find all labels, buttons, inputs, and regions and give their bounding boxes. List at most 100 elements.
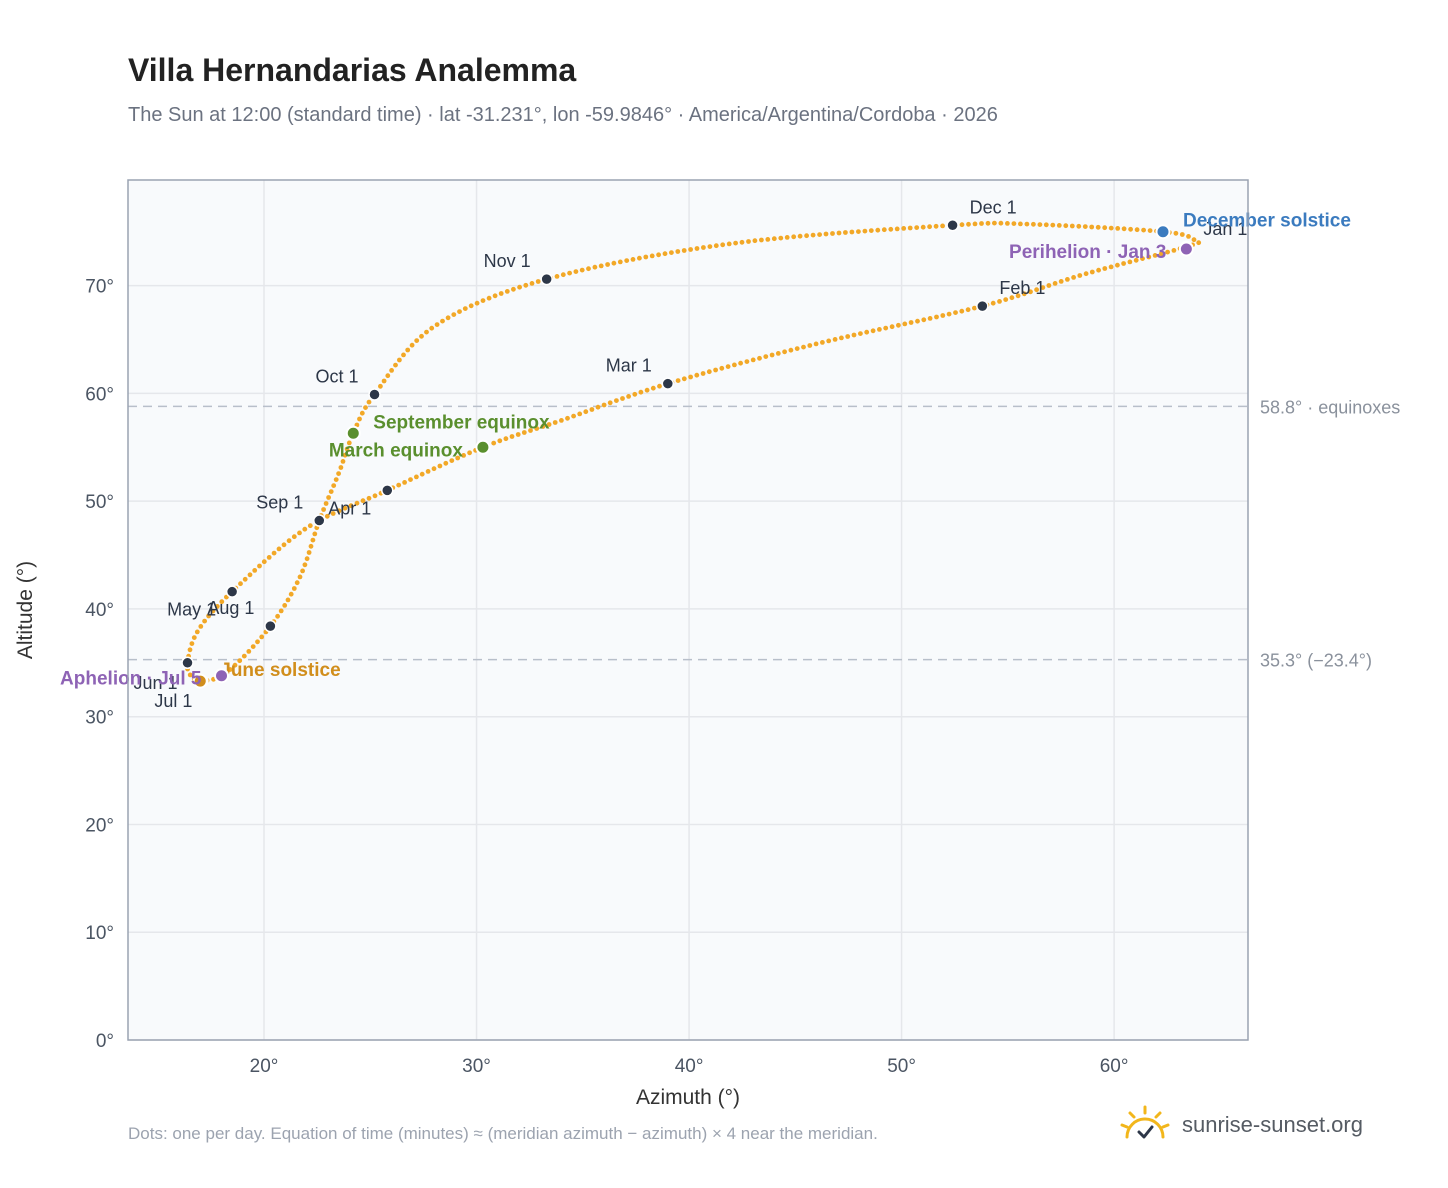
- brand-link[interactable]: sunrise-sunset.org: [1118, 1100, 1363, 1150]
- daily-sun-dot: [552, 420, 558, 425]
- daily-sun-dot: [449, 458, 455, 463]
- daily-sun-dot: [1011, 221, 1017, 227]
- daily-sun-dot: [688, 374, 693, 380]
- daily-sun-dot: [752, 238, 758, 244]
- month-marker: [381, 484, 394, 497]
- daily-sun-dot: [202, 618, 208, 624]
- daily-sun-dot: [291, 534, 297, 540]
- daily-sun-dot: [927, 224, 932, 230]
- daily-sun-dot: [275, 613, 280, 619]
- daily-sun-dot: [605, 262, 610, 267]
- daily-sun-dot: [858, 331, 863, 336]
- daily-sun-dot: [328, 489, 334, 494]
- daily-sun-dot: [601, 402, 607, 408]
- daily-sun-dot: [817, 232, 822, 238]
- daily-sun-dot: [979, 221, 984, 226]
- daily-sun-dot: [1146, 254, 1152, 260]
- daily-sun-dot: [746, 239, 751, 244]
- daily-sun-dot: [363, 405, 368, 410]
- daily-sun-dot: [252, 568, 258, 573]
- event-markers: March equinox September equinox December s…: [60, 211, 1351, 690]
- daily-sun-dot: [1052, 281, 1058, 286]
- daily-sun-dot: [725, 364, 731, 369]
- daily-sun-dot: [657, 383, 662, 389]
- daily-sun-dot: [324, 513, 330, 519]
- event-marker: [192, 673, 208, 689]
- y-axis-label: Altitude (°): [14, 561, 37, 659]
- daily-sun-dot: [509, 434, 515, 439]
- daily-sun-dot: [966, 221, 971, 227]
- daily-sun-dot: [429, 325, 435, 331]
- daily-sun-dot: [592, 264, 598, 270]
- daily-sun-dot: [965, 307, 971, 313]
- daily-sun-dot: [1089, 269, 1095, 275]
- daily-sun-dot: [1077, 273, 1083, 278]
- daily-sun-dot: [1108, 225, 1114, 231]
- daily-sun-dot: [643, 254, 649, 260]
- daily-sun-dot: [261, 559, 267, 565]
- daily-sun-dot: [1152, 253, 1158, 258]
- daily-sun-dot: [210, 608, 216, 614]
- daily-sun-dot: [1147, 228, 1153, 234]
- plot-area: [128, 180, 1248, 1040]
- daily-sun-dot: [992, 220, 997, 226]
- daily-sun-dot: [959, 222, 965, 228]
- daily-sun-dot: [901, 226, 907, 231]
- daily-sun-dot: [614, 398, 619, 403]
- daily-sun-dot: [338, 465, 344, 470]
- daily-sun-dot: [498, 291, 504, 296]
- daily-sun-dot: [1179, 232, 1185, 237]
- daily-sun-dot: [1108, 264, 1114, 270]
- reference-line-label: 58.8° · equinoxes: [1260, 397, 1400, 417]
- daily-sun-dot: [953, 310, 958, 315]
- y-tick-label: 40°: [85, 600, 114, 621]
- daily-sun-dot: [870, 328, 876, 334]
- daily-sun-dot: [769, 352, 775, 358]
- daily-sun-dot: [565, 415, 570, 421]
- daily-sun-dot: [662, 251, 668, 257]
- y-tick-label: 0°: [96, 1031, 114, 1052]
- month-label: Sep 1: [256, 493, 303, 513]
- daily-sun-dot: [839, 335, 844, 341]
- daily-sun-dot: [1121, 261, 1126, 266]
- daily-sun-dot: [554, 274, 560, 279]
- daily-sun-dot: [255, 639, 260, 645]
- daily-sun-dot: [330, 511, 336, 516]
- daily-sun-dot: [681, 376, 687, 382]
- daily-sun-dot: [491, 440, 497, 446]
- daily-sun-dot: [1040, 285, 1046, 290]
- daily-sun-dot: [321, 507, 326, 512]
- daily-sun-dot: [300, 568, 305, 574]
- daily-sun-dot: [739, 239, 745, 245]
- daily-sun-dot: [611, 260, 617, 266]
- daily-sun-dot: [720, 242, 726, 248]
- daily-sun-dot: [424, 329, 429, 335]
- daily-sun-dot: [804, 233, 809, 239]
- chart-title: Villa Hernandarias Analemma: [128, 52, 577, 88]
- daily-sun-dot: [573, 269, 579, 274]
- daily-sun-dot: [291, 586, 297, 591]
- daily-sun-dot: [259, 634, 265, 640]
- daily-sun-dot: [771, 236, 777, 242]
- daily-sun-dot: [927, 316, 933, 321]
- event-label: Aphelion · Jul 5: [60, 669, 202, 690]
- daily-sun-dot: [896, 322, 901, 328]
- daily-sun-dot: [419, 333, 424, 339]
- daily-sun-dot: [1021, 291, 1027, 297]
- month-marker: [264, 619, 277, 633]
- daily-sun-dot: [784, 235, 790, 240]
- daily-sun-dot: [694, 246, 700, 251]
- daily-sun-dot: [656, 252, 661, 258]
- daily-sun-dot: [694, 372, 700, 378]
- daily-sun-dot: [626, 394, 631, 399]
- daily-sun-dot: [515, 432, 521, 437]
- daily-sun-dot: [826, 338, 832, 344]
- daily-sun-dot: [620, 396, 625, 401]
- month-label: Nov 1: [484, 251, 531, 271]
- daily-sun-dot: [862, 228, 868, 234]
- daily-sun-dot: [297, 574, 303, 580]
- daily-sun-dot: [851, 332, 857, 338]
- daily-sun-dot: [650, 385, 656, 391]
- daily-sun-dot: [266, 555, 272, 560]
- daily-sun-dot: [1028, 289, 1033, 295]
